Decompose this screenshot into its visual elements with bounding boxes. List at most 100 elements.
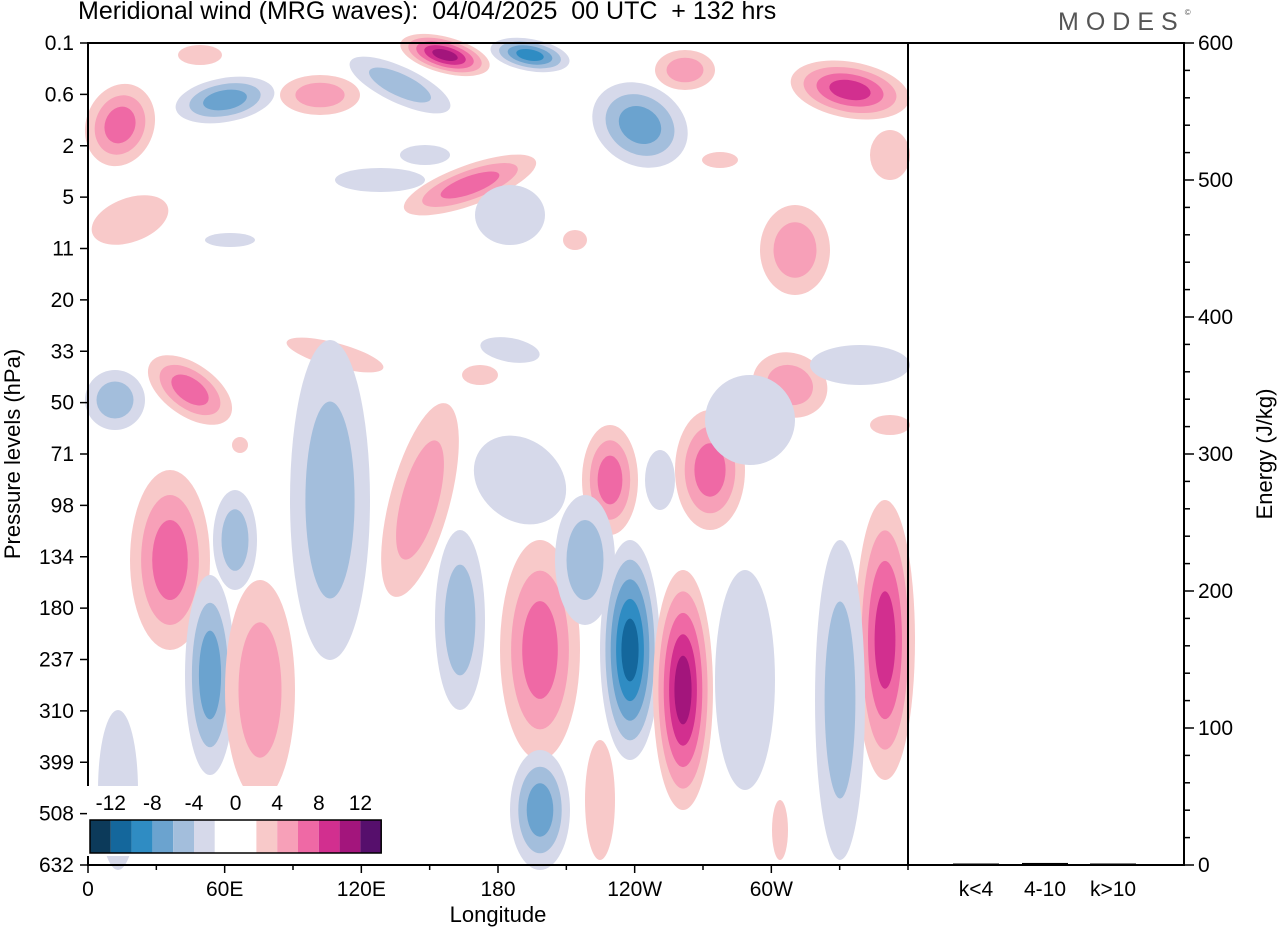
contour-31 xyxy=(600,540,660,760)
y-tick-label: 71 xyxy=(51,443,74,466)
colorbar-swatch xyxy=(339,820,361,853)
pressure-axis: 0.1 0.6 2 5 11 20 33 50 71 98 134 180 237 310 399 508 63… xyxy=(39,32,88,877)
contour-28 xyxy=(130,470,210,650)
energy-tick-label: 500 xyxy=(1198,169,1233,192)
x-tick-label: 60E xyxy=(206,878,243,901)
colorbar-swatch xyxy=(235,820,257,853)
contour-25 xyxy=(675,410,745,530)
energy-category-label: 4-10 xyxy=(1024,878,1066,901)
y-tick-label: 0.1 xyxy=(45,32,74,55)
energy-axis-title: Energy (J/kg) xyxy=(1252,389,1277,520)
contour-10 xyxy=(403,154,537,216)
contour-34 xyxy=(185,575,235,775)
brand-text: MODES xyxy=(1058,8,1185,36)
contour-15 xyxy=(870,130,910,180)
contour-0 xyxy=(84,83,156,167)
energy-bar-k>10 xyxy=(1090,863,1136,865)
contour-45 xyxy=(400,145,450,165)
contour-6 xyxy=(178,45,222,65)
contour-16 xyxy=(147,355,233,425)
energy-tick-label: 300 xyxy=(1198,443,1233,466)
y-tick-label: 33 xyxy=(51,340,74,363)
contour-40 xyxy=(585,740,615,860)
contour-13 xyxy=(335,168,425,192)
contour-50 xyxy=(462,365,498,385)
y-tick-label: 180 xyxy=(39,597,74,620)
contour-46 xyxy=(563,230,587,250)
contour-37 xyxy=(815,540,865,860)
x-tick-label: 180 xyxy=(480,878,515,901)
energy-tick-label: 200 xyxy=(1198,580,1233,603)
y-tick-label: 237 xyxy=(39,649,74,672)
colorbar-swatch xyxy=(318,820,340,853)
y-tick-label: 5 xyxy=(62,186,74,209)
energy-tick-label: 600 xyxy=(1198,32,1233,55)
x-tick-label: 0 xyxy=(82,878,94,901)
brand-mark: © xyxy=(1184,7,1191,17)
x-axis-title: Longitude xyxy=(450,902,547,927)
contour-33 xyxy=(555,495,615,625)
x-tick-label: 120E xyxy=(337,878,386,901)
energy-tick-label: 100 xyxy=(1198,717,1233,740)
contour-47 xyxy=(205,233,255,247)
wind-contour-field xyxy=(84,33,915,870)
y-tick-label: 134 xyxy=(39,546,74,569)
colorbar-swatch xyxy=(298,820,319,853)
contour-7 xyxy=(592,82,688,168)
energy-panel-frame xyxy=(907,42,1185,866)
colorbar-swatch xyxy=(360,820,382,853)
y-tick-label: 399 xyxy=(39,751,74,774)
y-tick-label: 50 xyxy=(51,392,74,415)
contour-43 xyxy=(473,435,567,525)
colorbar-swatch xyxy=(110,820,132,853)
colorbar-swatch xyxy=(214,820,236,853)
contour-27 xyxy=(213,490,257,590)
contour-48 xyxy=(870,415,910,435)
x-tick-label: 60W xyxy=(750,878,793,901)
contour-11 xyxy=(475,185,545,245)
colorbar-swatch xyxy=(131,820,153,853)
y-axis-title: Pressure levels (hPa) xyxy=(0,349,25,559)
contour-12 xyxy=(91,195,169,245)
contour-4 xyxy=(349,56,451,114)
energy-category-label: k>10 xyxy=(1090,878,1136,901)
longitude-axis: 0 60E 120E 180 120W 60W xyxy=(82,865,909,901)
colorbar-label: 12 xyxy=(349,792,372,815)
y-tick-label: 0.6 xyxy=(45,83,74,106)
contour-49 xyxy=(705,375,795,465)
colorbar-label: 8 xyxy=(313,792,325,815)
energy-tick-label: 0 xyxy=(1198,854,1210,877)
y-tick-label: 11 xyxy=(52,238,74,261)
contour-23 xyxy=(290,340,370,660)
colorbar-swatch xyxy=(90,820,111,853)
contour-44 xyxy=(702,152,738,168)
contour-24 xyxy=(582,425,638,535)
contour-38 xyxy=(510,750,570,870)
contour-14 xyxy=(760,205,830,295)
contour-51 xyxy=(232,437,248,453)
contour-9 xyxy=(655,50,715,90)
contour-1 xyxy=(175,76,275,124)
colorbar-swatch xyxy=(256,820,278,853)
colorbar-swatch xyxy=(277,820,298,853)
x-tick-label: 120W xyxy=(607,878,662,901)
contour-2 xyxy=(400,33,490,77)
energy-category-label: k<4 xyxy=(959,878,994,901)
contour-32 xyxy=(653,570,713,810)
energy-bar-k<4 xyxy=(953,863,999,865)
y-tick-label: 98 xyxy=(51,494,74,517)
contour-19 xyxy=(480,337,540,363)
colorbar-label: -4 xyxy=(185,792,204,815)
contour-22 xyxy=(381,403,459,597)
y-tick-label: 508 xyxy=(39,803,74,826)
colorbar-swatch xyxy=(194,820,215,853)
energy-bar-4-10 xyxy=(1022,862,1068,865)
contour-36 xyxy=(855,500,915,780)
y-tick-label: 20 xyxy=(51,289,74,312)
colorbar-label: 0 xyxy=(230,792,242,815)
contour-41 xyxy=(772,800,788,860)
contour-26 xyxy=(645,450,675,510)
colorbar-label: -12 xyxy=(96,792,126,815)
contour-30 xyxy=(435,530,485,710)
